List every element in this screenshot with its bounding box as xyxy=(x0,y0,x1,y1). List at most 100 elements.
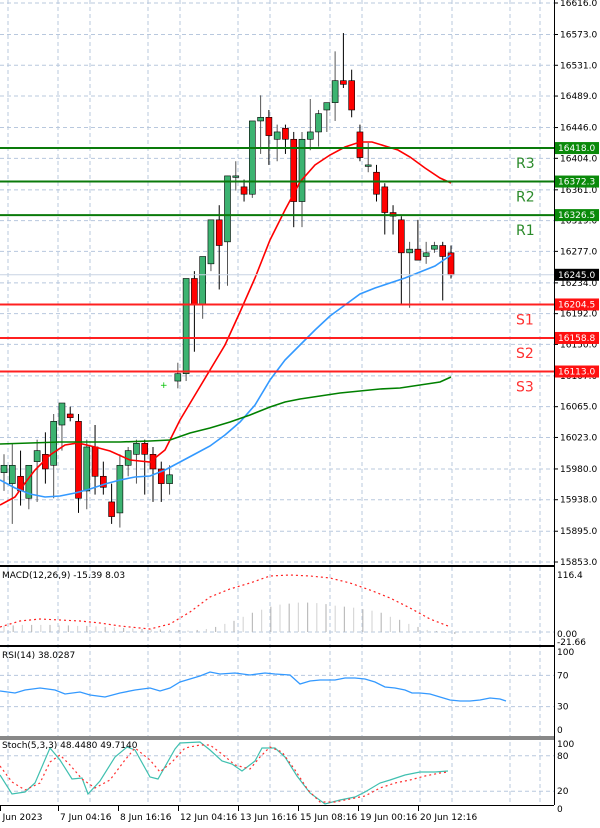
stoch-d-line xyxy=(0,744,449,803)
candle[interactable] xyxy=(191,271,198,352)
price-tick-label: 16277.0 xyxy=(560,247,597,257)
candle[interactable] xyxy=(389,205,397,235)
candle[interactable] xyxy=(348,69,355,118)
price-tick-label: 16361.0 xyxy=(560,186,597,196)
candle[interactable] xyxy=(8,443,16,524)
candle[interactable] xyxy=(381,183,389,235)
price-tick-label: 16065.0 xyxy=(560,403,597,413)
ma-medium-line xyxy=(0,254,452,498)
candle[interactable] xyxy=(83,439,91,510)
candle[interactable] xyxy=(257,95,264,154)
candle[interactable] xyxy=(166,465,173,495)
current-price-tag xyxy=(555,268,599,281)
candle[interactable] xyxy=(265,109,273,165)
candle[interactable] xyxy=(108,483,115,524)
candle[interactable] xyxy=(224,175,231,286)
bull-candle-body xyxy=(431,245,438,250)
candle[interactable] xyxy=(25,464,33,510)
candle[interactable] xyxy=(398,216,405,305)
bull-candle-body xyxy=(33,450,41,462)
candle[interactable] xyxy=(17,450,24,506)
candle[interactable] xyxy=(447,245,455,279)
candle[interactable] xyxy=(422,241,430,264)
bull-candle-body xyxy=(166,474,173,484)
stoch-pane[interactable] xyxy=(0,741,554,805)
bear-candle-body xyxy=(439,245,447,257)
stoch-label: Stoch(5,3,3) 48.4480 49.7140 xyxy=(2,741,138,751)
ma-fast-line xyxy=(0,141,452,506)
candle[interactable] xyxy=(340,33,347,88)
level-price-tag xyxy=(555,175,599,188)
bull-candle-body xyxy=(306,131,314,140)
candle[interactable] xyxy=(75,414,82,513)
price-pane[interactable]: + R3 R2 R1 S1 S2 S3 xyxy=(0,33,554,528)
bull-candle-body xyxy=(273,131,281,140)
candle[interactable] xyxy=(323,102,331,132)
bull-candle-body xyxy=(116,464,124,514)
bull-candle-body xyxy=(257,116,264,122)
candle[interactable] xyxy=(116,454,124,528)
time-tick-label: 12 Jun 04:16 xyxy=(180,813,237,823)
candle[interactable] xyxy=(273,124,281,162)
candle[interactable] xyxy=(431,241,438,253)
time-tick-label: 15 Jun 08:16 xyxy=(300,813,357,823)
candle[interactable] xyxy=(306,98,314,151)
candle[interactable] xyxy=(58,402,66,451)
rsi-tick-label: 30 xyxy=(557,703,569,713)
candle[interactable] xyxy=(315,109,322,147)
candle[interactable] xyxy=(207,219,215,272)
level-price-tag xyxy=(555,142,599,155)
time-tick-label: 20 Jun 12:16 xyxy=(420,813,477,823)
candle[interactable] xyxy=(199,256,206,319)
level-price-tag-text: 16372.3 xyxy=(558,178,595,188)
price-tick-label: 16489.0 xyxy=(560,92,597,102)
macd-tick-label: 0.00 xyxy=(557,630,577,640)
level-label-s3: S3 xyxy=(516,380,534,396)
bull-candle-body xyxy=(174,373,182,382)
bull-candle-body xyxy=(331,80,339,103)
rsi-line xyxy=(0,671,507,702)
candle[interactable] xyxy=(124,446,132,477)
price-tick-label: 16150.0 xyxy=(560,340,597,350)
candle[interactable] xyxy=(439,241,447,301)
candle[interactable] xyxy=(356,124,364,162)
candle[interactable] xyxy=(91,424,99,495)
price-tick-label: 16446.0 xyxy=(560,124,597,134)
bear-candle-body xyxy=(265,116,273,136)
bear-candle-body xyxy=(215,219,223,246)
bull-candle-body xyxy=(323,102,331,111)
level-label-r3: R3 xyxy=(516,156,535,172)
candle[interactable] xyxy=(249,120,256,198)
bull-candle-body xyxy=(232,175,240,178)
candle[interactable] xyxy=(240,179,248,202)
candle[interactable] xyxy=(414,219,422,261)
candle[interactable] xyxy=(0,454,8,491)
candle[interactable] xyxy=(157,461,165,502)
time-axis: 6 Jun 2023 7 Jun 04:16 8 Jun 16:16 12 Jun 0… xyxy=(0,806,477,823)
candle[interactable] xyxy=(33,439,41,502)
level-price-tag xyxy=(555,331,599,344)
rsi-pane[interactable] xyxy=(0,671,554,708)
candle[interactable] xyxy=(100,461,107,495)
bear-candle-body xyxy=(75,421,82,499)
candle[interactable] xyxy=(290,131,298,228)
candle[interactable] xyxy=(66,406,74,422)
candle[interactable] xyxy=(331,51,339,121)
candle[interactable] xyxy=(282,124,289,154)
candle[interactable] xyxy=(215,205,223,290)
candle[interactable] xyxy=(141,439,149,495)
rsi-tick-label: 100 xyxy=(557,648,574,658)
candle[interactable] xyxy=(232,161,240,191)
bear-candle-body xyxy=(381,186,389,213)
bear-candle-body xyxy=(356,131,364,158)
macd-pane[interactable] xyxy=(0,574,554,635)
level-label-s1: S1 xyxy=(516,312,534,328)
candle[interactable] xyxy=(50,414,57,499)
candle[interactable] xyxy=(373,164,380,202)
candle[interactable] xyxy=(182,278,190,382)
bear-candle-body xyxy=(340,80,347,85)
price-tick-label: 16531.0 xyxy=(560,61,597,71)
bull-candle-body xyxy=(182,278,190,375)
candle[interactable] xyxy=(174,362,182,389)
